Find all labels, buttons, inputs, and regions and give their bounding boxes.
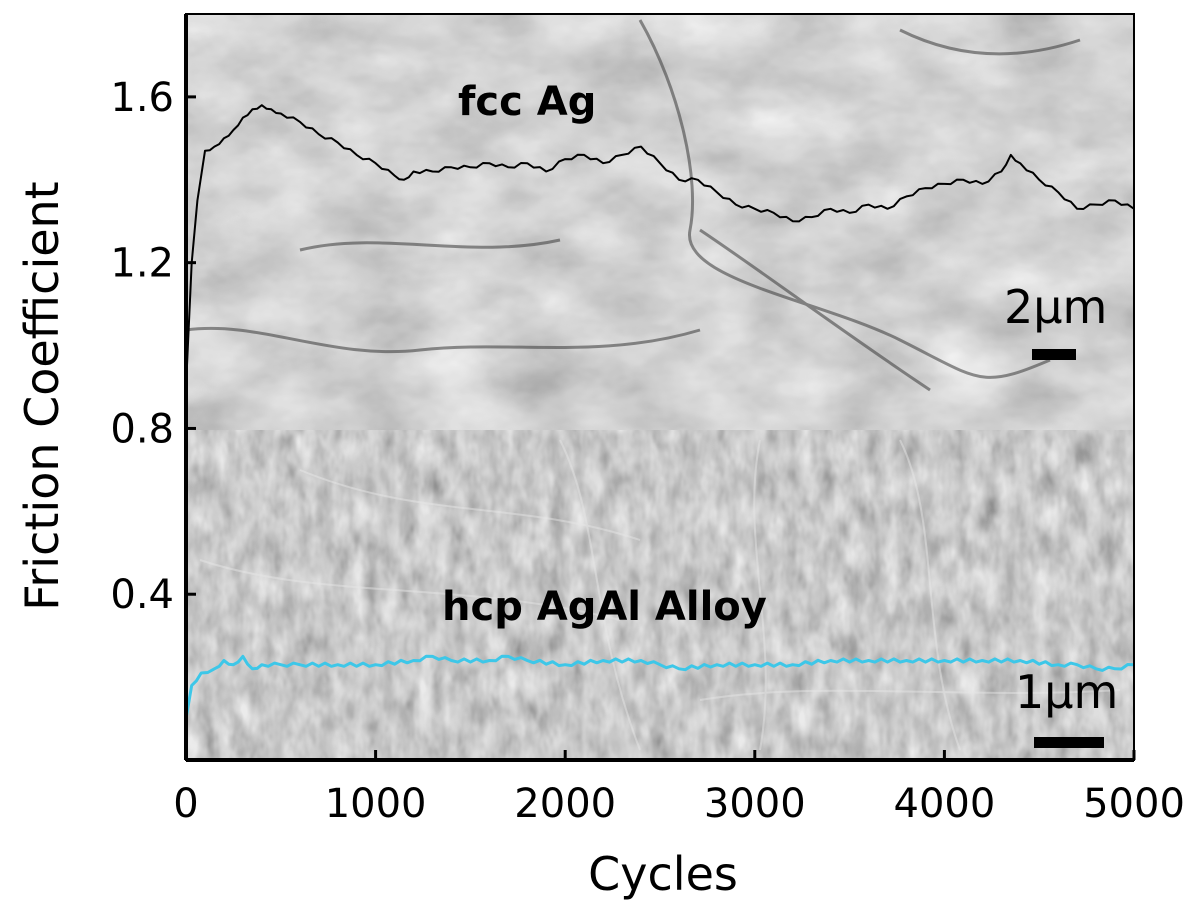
x-tick-label: 5000 xyxy=(1083,781,1185,827)
sem-background xyxy=(186,14,1134,760)
series-layer xyxy=(186,104,1134,719)
scale-bar-label-top: 2μm xyxy=(1004,280,1107,334)
scale-bar-top xyxy=(1032,349,1076,360)
y-axis-title: Friction Coefficient xyxy=(15,181,69,610)
sem-ridge-lines xyxy=(199,439,1121,751)
y-tick-label: 1.6 xyxy=(110,75,174,121)
ticks-layer: 0 1000 2000 3000 4000 5000 0.4 0.8 1.2 1.6 xyxy=(110,75,1185,827)
series-line-1 xyxy=(186,104,1134,388)
sem-crack-lines xyxy=(186,19,1081,392)
x-axis-title: Cycles xyxy=(588,847,738,901)
y-tick-label: 1.2 xyxy=(110,241,174,287)
scale-bar-bottom xyxy=(1034,737,1104,748)
label-fcc-ag: fcc Ag xyxy=(458,79,596,125)
x-tick-label: 0 xyxy=(173,781,198,827)
series-line-2 xyxy=(186,654,1134,719)
x-tick-label: 2000 xyxy=(514,781,616,827)
y-tick-label: 0.4 xyxy=(110,572,174,618)
scale-bar-label-bottom: 1μm xyxy=(1015,665,1118,719)
label-hcp-agal-alloy: hcp AgAl Alloy xyxy=(442,584,767,630)
x-tick-label: 4000 xyxy=(894,781,996,827)
x-tick-label: 1000 xyxy=(325,781,427,827)
x-tick-label: 3000 xyxy=(704,781,806,827)
y-tick-label: 0.8 xyxy=(110,406,174,452)
